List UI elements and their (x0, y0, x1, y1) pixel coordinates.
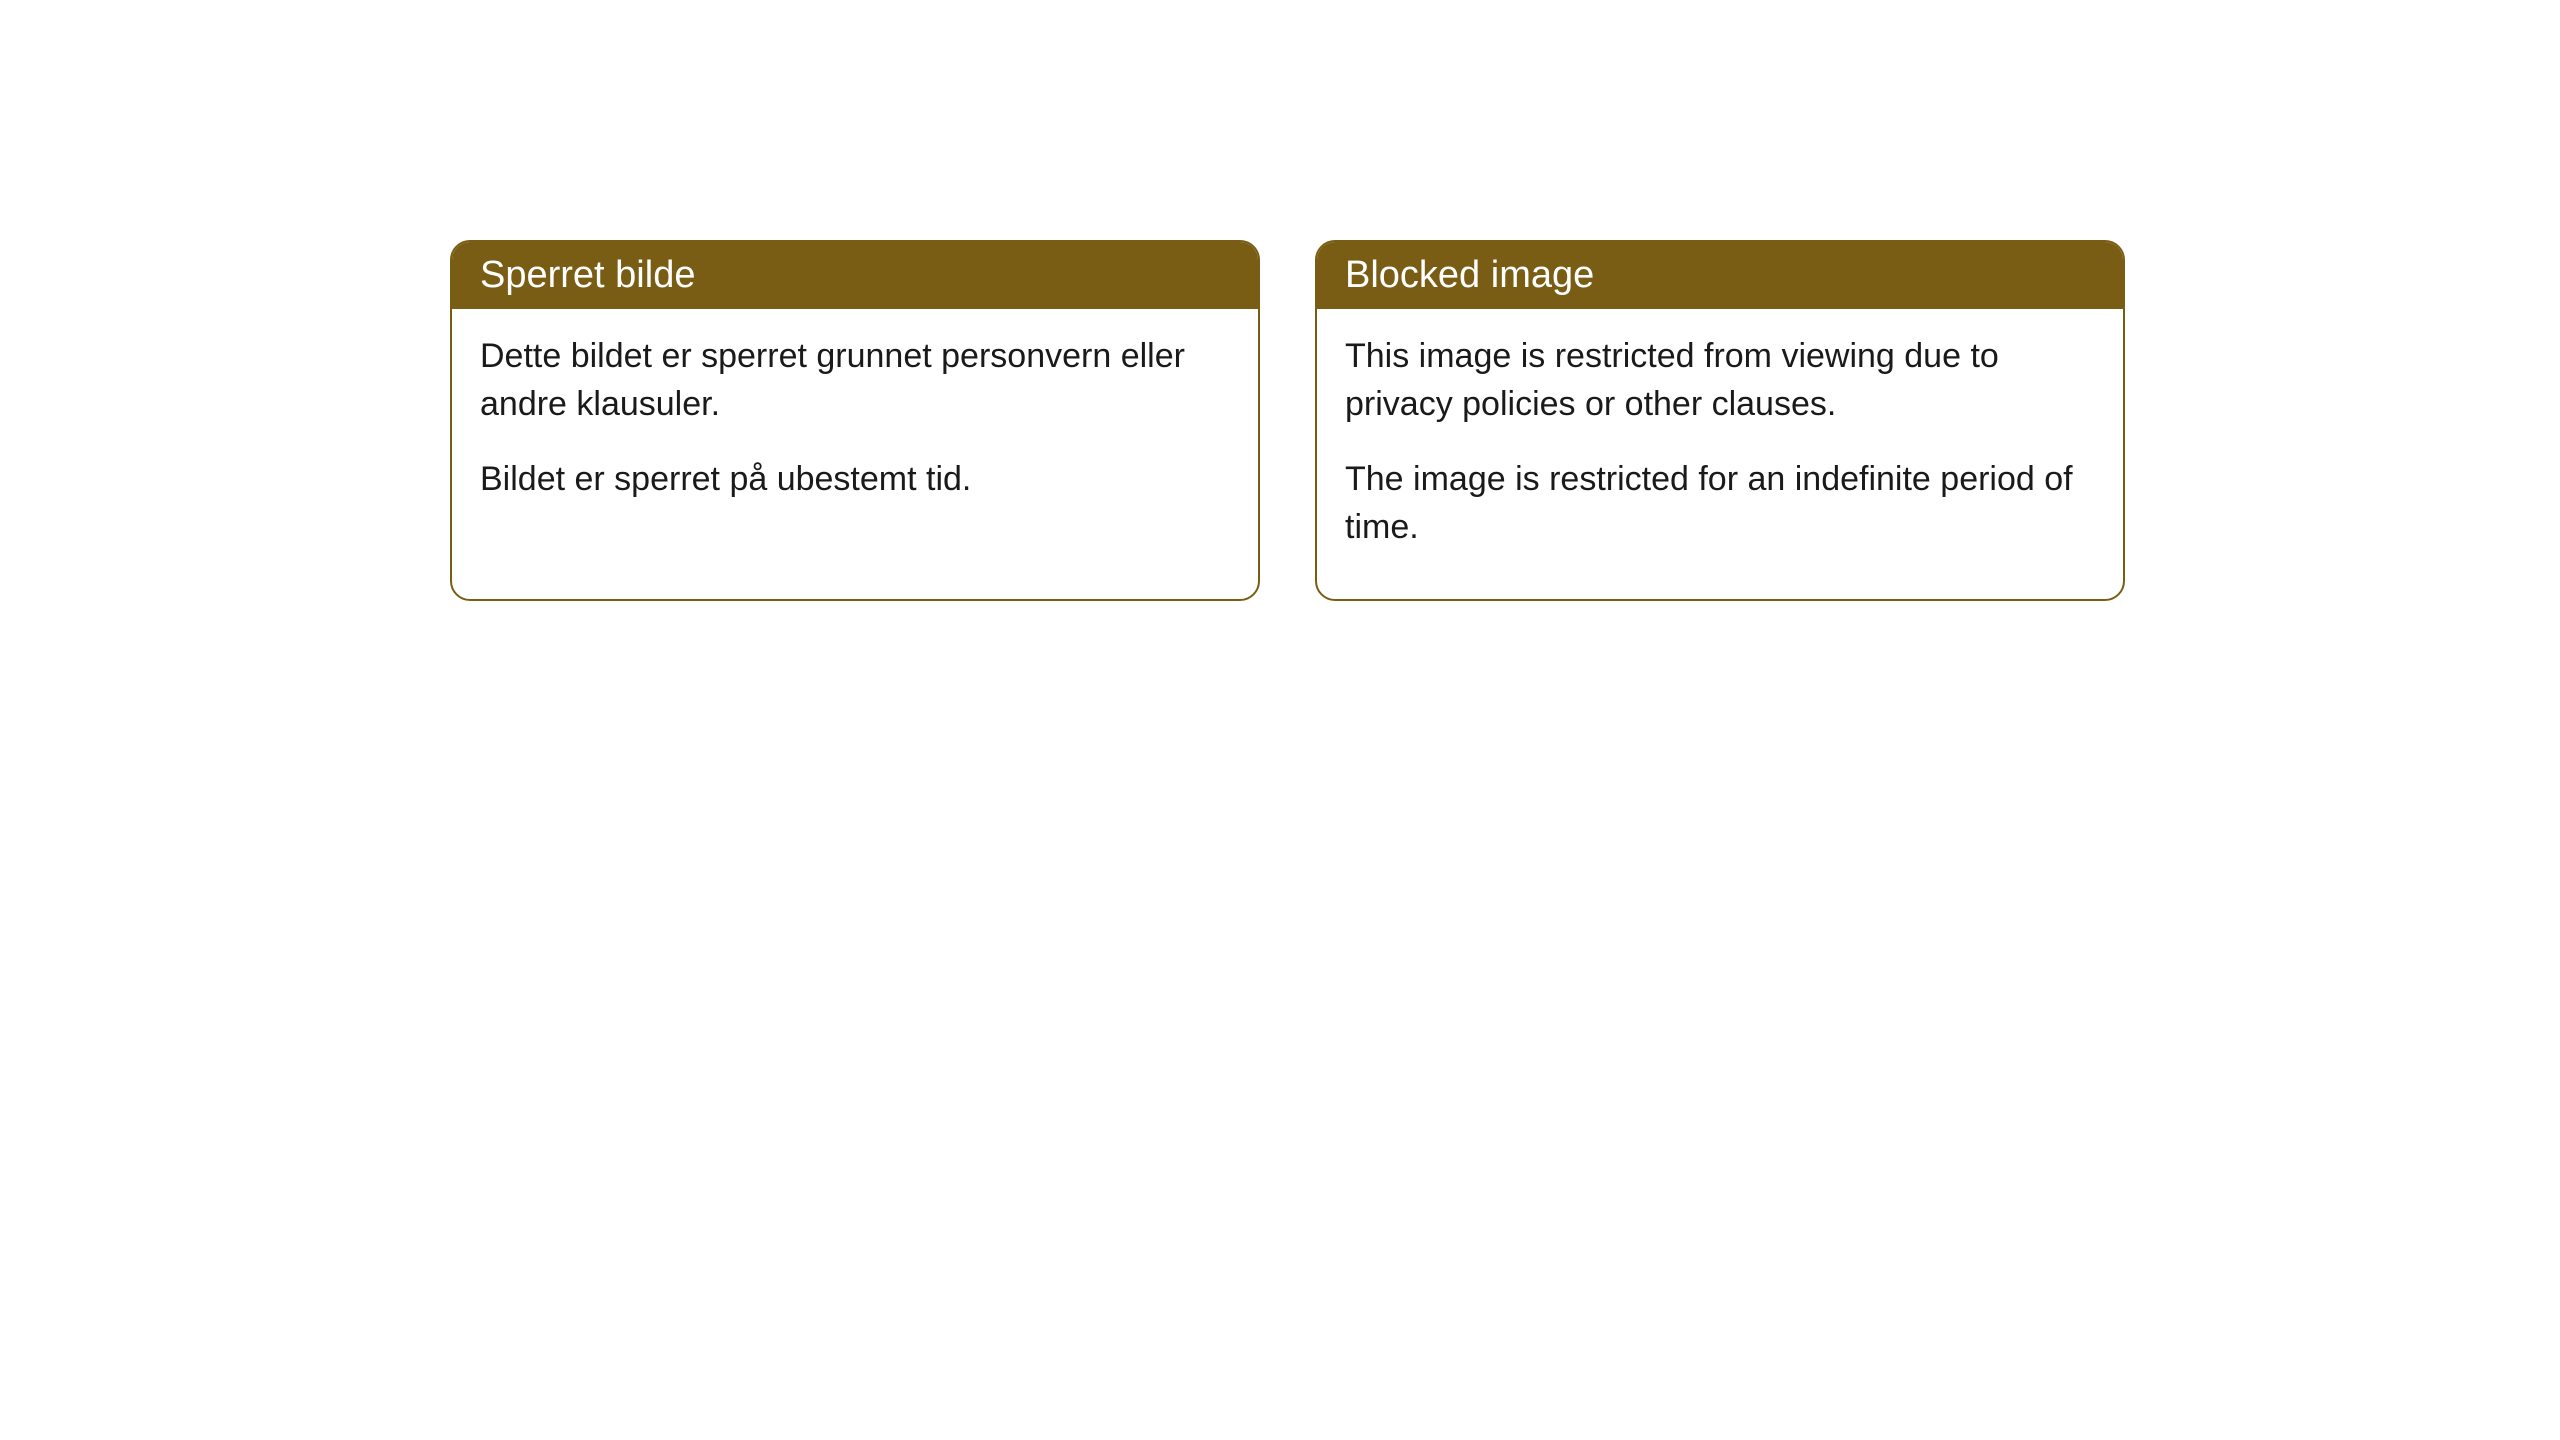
card-title: Blocked image (1345, 254, 1594, 296)
card-header: Sperret bilde (452, 242, 1258, 309)
blocked-image-card-english: Blocked image This image is restricted f… (1315, 240, 2125, 601)
card-body: Dette bildet er sperret grunnet personve… (452, 309, 1258, 552)
card-paragraph: This image is restricted from viewing du… (1345, 333, 2095, 428)
card-paragraph: Dette bildet er sperret grunnet personve… (480, 333, 1230, 428)
card-paragraph: Bildet er sperret på ubestemt tid. (480, 456, 1230, 504)
card-body: This image is restricted from viewing du… (1317, 309, 2123, 599)
card-paragraph: The image is restricted for an indefinit… (1345, 456, 2095, 551)
notice-cards-container: Sperret bilde Dette bildet er sperret gr… (450, 240, 2125, 601)
card-header: Blocked image (1317, 242, 2123, 309)
blocked-image-card-norwegian: Sperret bilde Dette bildet er sperret gr… (450, 240, 1260, 601)
card-title: Sperret bilde (480, 254, 695, 296)
